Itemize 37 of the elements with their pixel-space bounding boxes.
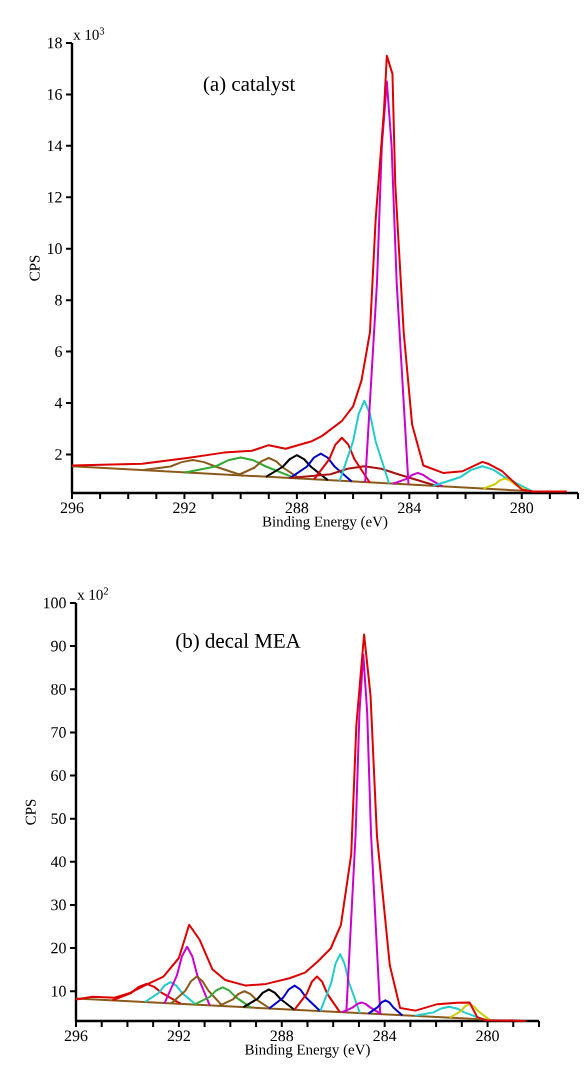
y-tick-label: 16 [47, 89, 62, 100]
text: (a) catalyst [203, 76, 296, 96]
y-tick-label: 14 [47, 140, 63, 152]
x-tick-label: 284 [373, 1030, 397, 1042]
x-tick-label: 284 [398, 502, 422, 514]
y-tick-label: 20 [51, 942, 66, 954]
x-tick-label: 280 [510, 502, 534, 514]
y-tick-label: 6 [55, 346, 62, 357]
y-tick-label: 90 [51, 640, 66, 652]
y-tick-label: 8 [55, 294, 62, 306]
y-tick-label: 60 [51, 770, 66, 781]
y-tick-label: 40 [50, 856, 66, 868]
y-tick-label: 10 [47, 243, 62, 255]
x-tick-label: 292 [173, 502, 196, 514]
x-tick-label: 288 [285, 502, 309, 514]
y-axis-title: CPS [25, 799, 36, 825]
y-tick-label: 70 [51, 727, 66, 738]
y-tick-label: 12 [47, 192, 62, 203]
x-tick-label: 296 [60, 502, 84, 514]
x-tick-label: 288 [270, 1030, 294, 1042]
x-tick-label: 296 [64, 1030, 88, 1042]
x-tick-label: 292 [167, 1030, 190, 1042]
text: x 10$^{3}$ [73, 27, 105, 40]
text: (b) decal MEA [176, 633, 301, 653]
y-tick-label: 4 [54, 397, 63, 409]
y-tick-label: 100 [43, 597, 66, 609]
text: x 10$^{2}$ [77, 587, 108, 600]
y-axis-title: CPS [29, 255, 40, 281]
y-tick-label: 10 [51, 985, 66, 997]
x-tick-label: 280 [476, 1030, 499, 1042]
y-tick-label: 30 [51, 899, 66, 911]
y-tick-label: 18 [47, 37, 62, 49]
x-axis-title: Binding Energy (eV) [244, 1044, 370, 1058]
y-tick-label: 2 [55, 449, 62, 460]
y-tick-label: 50 [51, 813, 66, 825]
y-tick-label: 80 [51, 683, 66, 695]
x-axis-title: Binding Energy (eV) [262, 516, 388, 530]
